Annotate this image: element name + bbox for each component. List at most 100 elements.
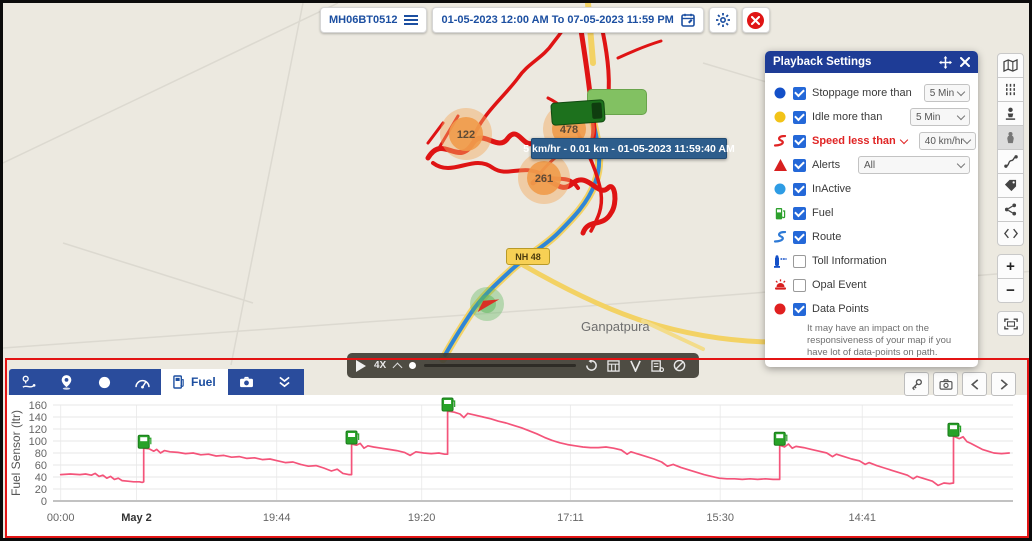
chart-settings-button[interactable] <box>904 372 929 396</box>
collapse-panel-button[interactable] <box>265 369 304 395</box>
vehicle-truck-marker[interactable] <box>550 99 606 126</box>
checkbox-opal-event[interactable] <box>793 278 806 292</box>
fuel-sensor-line <box>59 410 1011 487</box>
setting-row-inactive: InActive <box>773 177 970 201</box>
playback-point-tooltip: 5 km/hr - 0.01 km - 01-05-2023 11:59:40 … <box>523 138 735 159</box>
report-page-button[interactable] <box>650 358 664 374</box>
fuel-fill-marker[interactable] <box>345 430 360 445</box>
checkbox-inactive[interactable] <box>793 182 806 196</box>
fullscreen-button[interactable] <box>997 311 1024 336</box>
traffic-button[interactable] <box>997 77 1024 102</box>
camera-icon <box>240 376 254 388</box>
checkbox-route[interactable] <box>793 230 806 244</box>
setting-label: Fuel <box>812 207 834 219</box>
chart-snapshot-button[interactable] <box>933 372 958 396</box>
nearby-poi-button[interactable] <box>997 125 1024 150</box>
dropdown-value: 40 km/hr <box>924 135 964 147</box>
speed-up-chevron-icon[interactable] <box>392 362 403 372</box>
move-panel-icon[interactable] <box>939 55 952 69</box>
zoom-out-button[interactable]: − <box>997 278 1024 303</box>
seek-track[interactable] <box>424 364 577 367</box>
close-playback-button[interactable] <box>741 7 770 33</box>
setting-row-toll-information: Toll Information <box>773 249 970 273</box>
replay-button[interactable] <box>584 358 598 374</box>
street-view-button[interactable] <box>997 101 1024 126</box>
svg-text:20: 20 <box>35 484 47 496</box>
checkbox-stoppage-more-than[interactable] <box>793 86 806 100</box>
key-icon <box>912 378 922 390</box>
embed-code-button[interactable] <box>997 221 1024 246</box>
seek-handle[interactable] <box>409 362 417 369</box>
fuel-fill-marker[interactable] <box>773 431 788 446</box>
tab-trip[interactable] <box>9 369 47 395</box>
layer-disable-button[interactable] <box>672 358 686 374</box>
label-toggle-button[interactable] <box>997 173 1024 198</box>
value-dropdown-stoppage-more-than[interactable]: 5 Min <box>923 84 970 102</box>
cluster-marker[interactable] <box>449 117 483 151</box>
chevron-down-icon <box>956 159 966 168</box>
checkbox-alerts[interactable] <box>793 158 806 172</box>
next-page-button[interactable] <box>991 372 1016 396</box>
map-icon <box>1003 59 1018 72</box>
cluster-marker[interactable]: 261 <box>535 173 553 185</box>
fuel-fill-marker[interactable] <box>137 434 152 449</box>
chevron-down-icon <box>956 111 966 120</box>
tab-fuel[interactable]: Fuel <box>161 369 228 395</box>
value-dropdown-idle-more-than[interactable]: 5 Min <box>910 108 970 126</box>
setting-row-stoppage-more-than: Stoppage more than 5 Min <box>773 81 970 105</box>
fuel-pump-icon <box>173 375 184 389</box>
checkbox-toll-information[interactable] <box>793 254 806 268</box>
share-button[interactable] <box>997 197 1024 222</box>
cluster-marker[interactable]: 122 <box>457 129 475 141</box>
plus-icon: + <box>1006 258 1015 275</box>
playback-speed[interactable]: 4X <box>374 360 387 371</box>
map-style-button[interactable] <box>997 53 1024 78</box>
fuel-fill-marker[interactable] <box>947 422 962 437</box>
cluster-marker[interactable] <box>527 161 561 195</box>
value-dropdown-alerts[interactable]: All <box>858 156 970 174</box>
setting-label: Idle more than <box>812 111 883 123</box>
chevron-down-icon <box>899 135 909 144</box>
checkbox-speed-less-than[interactable] <box>793 134 806 148</box>
vehicle-selector[interactable]: MH06BT0512 <box>320 7 428 33</box>
alert-triangle-icon <box>773 158 787 172</box>
share-icon <box>1004 203 1017 216</box>
setting-row-fuel: Fuel <box>773 201 970 225</box>
calendar-icon[interactable] <box>681 13 695 27</box>
street-view-icon <box>1005 107 1016 120</box>
date-range-picker[interactable]: 01-05-2023 12:00 AM To 07-05-2023 11:59 … <box>432 7 704 33</box>
zoom-in-button[interactable]: + <box>997 254 1024 279</box>
setting-label: Data Points <box>812 303 869 315</box>
data-points-note: It may have an impact on the responsiven… <box>807 323 952 358</box>
value-dropdown-speed-less-than[interactable]: 40 km/hr <box>918 132 976 150</box>
play-button[interactable] <box>356 359 366 372</box>
close-panel-icon[interactable] <box>960 57 970 67</box>
alert-flag-button[interactable] <box>628 358 642 374</box>
svg-text:140: 140 <box>29 412 47 424</box>
tab-snapshots[interactable] <box>227 369 266 395</box>
checkbox-idle-more-than[interactable] <box>793 110 806 124</box>
svg-text:00:00: 00:00 <box>47 512 75 524</box>
measure-distance-button[interactable] <box>997 149 1024 174</box>
route-measure-icon <box>1003 155 1018 168</box>
playback-settings-header[interactable]: Playback Settings <box>765 51 978 73</box>
events-grid-button[interactable] <box>606 358 620 374</box>
settings-button[interactable] <box>708 7 737 33</box>
place-label: Ganpatpura <box>581 319 650 334</box>
speed-condition-dropdown[interactable]: Speed less than <box>812 135 909 147</box>
chevron-right-icon <box>1000 378 1008 390</box>
playback-control-bar: 4X <box>347 353 699 378</box>
fuel-chart-panel: 0 20 40 60 80 100 120 140 160 00:00 May 2 19:44 19:2… <box>7 395 1028 536</box>
tab-stoppage[interactable] <box>47 369 85 395</box>
minus-icon: − <box>1006 282 1015 299</box>
cluster-marker[interactable]: 478 <box>560 124 578 136</box>
vehicle-list-icon[interactable] <box>404 14 419 26</box>
chart-y-axis-label: Fuel Sensor (ltr) <box>9 410 23 496</box>
prev-page-button[interactable] <box>962 372 987 396</box>
playback-settings-body: Stoppage more than 5 Min Idle more than 5 M… <box>765 73 978 367</box>
fuel-fill-marker[interactable] <box>441 397 456 412</box>
tab-speed[interactable] <box>123 369 161 395</box>
checkbox-fuel[interactable] <box>793 206 806 220</box>
tab-idle[interactable] <box>85 369 123 395</box>
checkbox-data-points[interactable] <box>793 302 806 316</box>
